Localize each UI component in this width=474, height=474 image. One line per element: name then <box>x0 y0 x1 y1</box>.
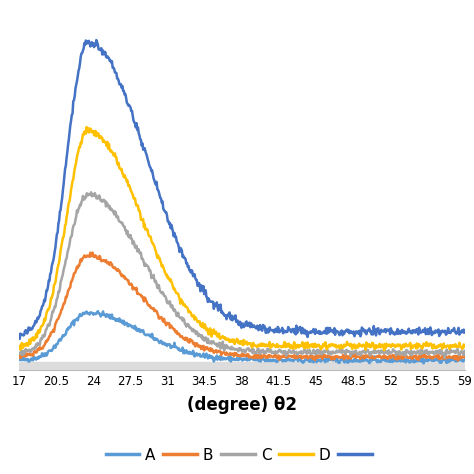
X-axis label: (degree) θ2: (degree) θ2 <box>187 396 297 414</box>
Legend: A, B, C, D, : A, B, C, D, <box>100 441 384 469</box>
Bar <box>19 362 465 379</box>
